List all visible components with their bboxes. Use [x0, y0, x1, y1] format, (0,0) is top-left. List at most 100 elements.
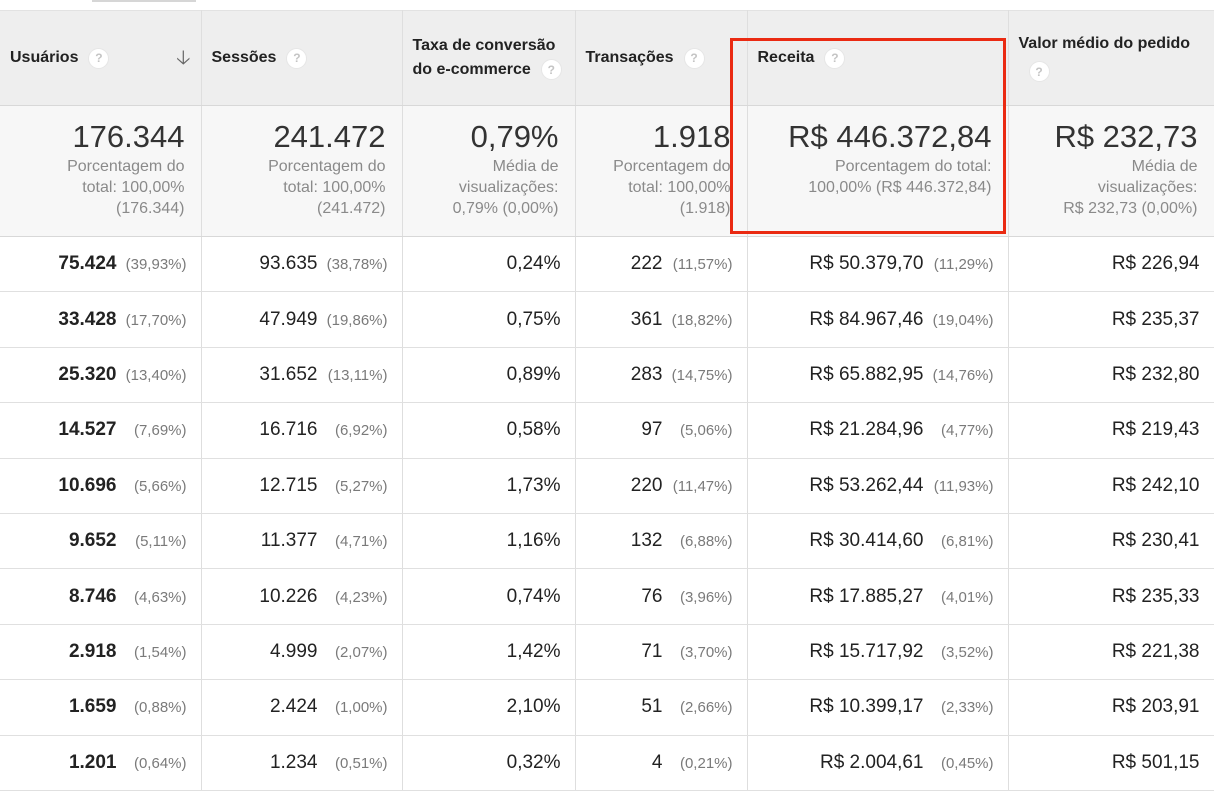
- cell-percentage: (3,52%): [940, 643, 994, 661]
- cell-conversion: 0,75%: [402, 291, 576, 348]
- col-header-users[interactable]: Usuários ? 🡣: [0, 10, 202, 106]
- table-row[interactable]: 75.424 (39,93%) 93.635 (38,78%) 0,24% 222 (11,…: [0, 236, 1214, 293]
- cell-value: 2.424: [269, 696, 318, 718]
- total-value: R$ 446.372,84: [788, 119, 992, 154]
- table-row[interactable]: 14.527 (7,69%) 16.716 (6,92%) 0,58% 97 (5,06%)…: [0, 402, 1214, 459]
- col-header-conversion[interactable]: Taxa de conversão do e-commerce?: [402, 10, 576, 106]
- cell-value: 25.320: [58, 363, 117, 385]
- cell-sessions: 10.226 (4,23%): [201, 568, 403, 625]
- cell-value: R$ 15.717,92: [809, 640, 924, 662]
- help-icon[interactable]: ?: [88, 47, 110, 69]
- help-icon[interactable]: ?: [1028, 61, 1050, 83]
- cell-sessions: 1.234 (0,51%): [201, 735, 403, 791]
- cell-users: 25.320 (13,40%): [0, 347, 202, 404]
- total-cell-conversion: 0,79% Média de visualizações: 0,79% (0,0…: [402, 105, 576, 237]
- cell-users: 1.659 (0,88%): [0, 679, 202, 736]
- cell-percentage: (5,66%): [133, 477, 187, 495]
- cell-value: R$ 21.284,96: [809, 419, 924, 441]
- cell-revenue: R$ 2.004,61 (0,45%): [747, 735, 1009, 791]
- cell-percentage: (4,63%): [133, 588, 187, 606]
- cell-revenue: R$ 21.284,96 (4,77%): [747, 402, 1009, 459]
- cell-sessions: 12.715 (5,27%): [201, 458, 403, 514]
- total-label: 100,00% (R$ 446.372,84): [808, 179, 992, 196]
- table-row[interactable]: 2.918 (1,54%) 4.999 (2,07%) 1,42% 71 (3,70%) R$…: [0, 624, 1214, 681]
- cell-value: 0,74%: [506, 585, 561, 607]
- total-label: visualizações:: [1097, 179, 1198, 196]
- cell-sessions: 11.377 (4,71%): [201, 513, 403, 570]
- cell-value: 1,73%: [506, 474, 561, 496]
- cell-value: 1,42%: [506, 640, 561, 662]
- cell-value: 31.652: [259, 363, 318, 385]
- total-label: Porcentagem do: [268, 158, 386, 175]
- cell-percentage: (11,29%): [933, 256, 994, 274]
- cell-value: 0,89%: [506, 363, 561, 385]
- cell-value: 132: [630, 530, 663, 552]
- cell-transactions: 97 (5,06%): [575, 402, 748, 459]
- total-cell-users: 176.344 Porcentagem do total: 100,00% (1…: [0, 105, 202, 237]
- table-row[interactable]: 1.201 (0,64%) 1.234 (0,51%) 0,32% 4 (0,21%) R$ …: [0, 735, 1214, 791]
- table-row[interactable]: 10.696 (5,66%) 12.715 (5,27%) 1,73% 220 (11,47…: [0, 458, 1214, 514]
- total-label: Porcentagem do: [67, 158, 185, 175]
- help-icon[interactable]: ?: [824, 47, 846, 69]
- cell-value: 220: [630, 474, 663, 496]
- table-row[interactable]: 33.428 (17,70%) 47.949 (19,86%) 0,75% 361 (18,…: [0, 291, 1214, 348]
- col-header-avg-order-value[interactable]: Valor médio do pedido?: [1008, 10, 1214, 106]
- cell-revenue: R$ 84.967,46 (19,04%): [747, 291, 1009, 348]
- cell-value: 75.424: [58, 253, 117, 275]
- cell-percentage: (14,76%): [932, 366, 994, 384]
- cell-conversion: 0,89%: [402, 347, 576, 404]
- cell-value: R$ 30.414,60: [809, 530, 924, 552]
- cell-percentage: (11,47%): [672, 477, 733, 495]
- total-label: Média de: [1131, 158, 1198, 175]
- total-value: 1.918: [652, 119, 731, 154]
- help-icon[interactable]: ?: [540, 59, 562, 81]
- cell-percentage: (0,51%): [334, 754, 388, 772]
- cell-value: 12.715: [259, 474, 318, 496]
- cell-value: 2.918: [68, 640, 117, 662]
- cell-percentage: (3,96%): [679, 588, 733, 606]
- table-row[interactable]: 8.746 (4,63%) 10.226 (4,23%) 0,74% 76 (3,96%) R…: [0, 568, 1214, 625]
- cell-value: R$ 65.882,95: [809, 363, 924, 385]
- cell-percentage: (5,11%): [135, 533, 187, 551]
- cell-conversion: 0,24%: [402, 236, 576, 293]
- total-value: 0,79%: [470, 119, 559, 154]
- table-row[interactable]: 1.659 (0,88%) 2.424 (1,00%) 2,10% 51 (2,66%) R$…: [0, 679, 1214, 736]
- cell-value: R$ 230,41: [1111, 530, 1200, 552]
- cell-value: 0,75%: [506, 308, 561, 330]
- cell-value: 0,32%: [506, 751, 561, 773]
- cell-value: 1.234: [269, 751, 318, 773]
- total-label: Porcentagem do total:: [834, 158, 992, 175]
- col-header-revenue[interactable]: Receita ?: [747, 10, 1009, 106]
- col-header-users-label: Usuários: [10, 49, 79, 66]
- col-header-revenue-label: Receita: [757, 49, 815, 66]
- cell-conversion: 0,32%: [402, 735, 576, 791]
- cell-value: R$ 501,15: [1111, 751, 1200, 773]
- col-header-sessions-label: Sessões: [211, 49, 277, 66]
- header-row: Usuários ? 🡣 Sessões ? Taxa de conversão…: [0, 10, 1214, 106]
- total-label: (241.472): [317, 200, 386, 217]
- cell-value: 4: [651, 751, 663, 773]
- sort-down-arrow-icon[interactable]: 🡣: [176, 47, 191, 69]
- cell-transactions: 76 (3,96%): [575, 568, 748, 625]
- table-row[interactable]: 25.320 (13,40%) 31.652 (13,11%) 0,89% 283 (14,…: [0, 347, 1214, 404]
- total-label: Porcentagem do: [613, 158, 731, 175]
- col-header-sessions[interactable]: Sessões ?: [201, 10, 403, 106]
- total-cell-sessions: 241.472 Porcentagem do total: 100,00% (2…: [201, 105, 403, 237]
- help-icon[interactable]: ?: [683, 47, 705, 69]
- cell-percentage: (4,01%): [940, 588, 994, 606]
- col-header-transactions-label: Transações: [585, 49, 674, 66]
- cell-revenue: R$ 30.414,60 (6,81%): [747, 513, 1009, 570]
- total-label: 0,79% (0,00%): [452, 200, 559, 217]
- col-header-transactions[interactable]: Transações ?: [575, 10, 748, 106]
- total-label: total: 100,00%: [82, 179, 185, 196]
- help-icon[interactable]: ?: [286, 47, 308, 69]
- cell-percentage: (6,88%): [679, 533, 733, 551]
- cell-percentage: (2,07%): [334, 643, 388, 661]
- cell-percentage: (17,70%): [125, 311, 187, 329]
- cell-sessions: 93.635 (38,78%): [201, 236, 403, 293]
- cell-sessions: 16.716 (6,92%): [201, 402, 403, 459]
- cell-transactions: 361 (18,82%): [575, 291, 748, 348]
- table-row[interactable]: 9.652 (5,11%) 11.377 (4,71%) 1,16% 132 (6,88%)…: [0, 513, 1214, 570]
- cell-value: R$ 53.262,44: [809, 474, 924, 496]
- cell-value: 71: [641, 640, 663, 662]
